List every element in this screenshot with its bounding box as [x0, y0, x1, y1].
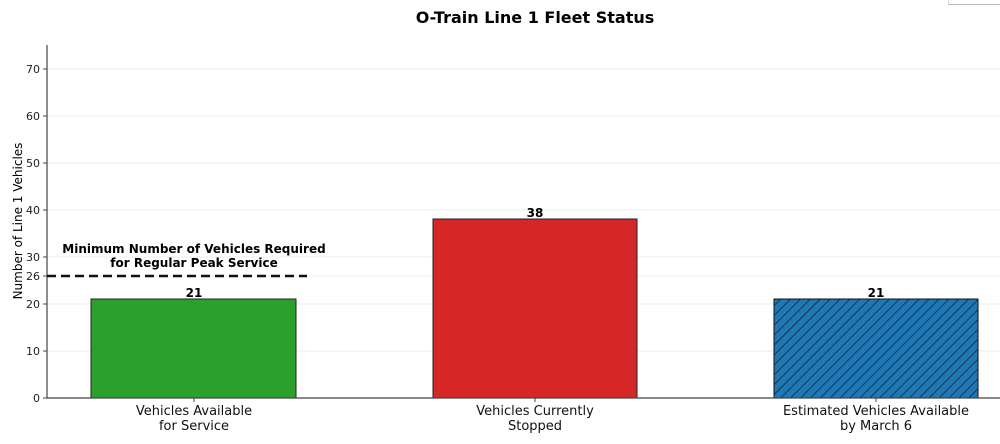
bars: 21 38 21	[90, 206, 979, 399]
x-label-line1: Vehicles Currently	[476, 404, 594, 419]
bar-stopped	[432, 218, 638, 399]
annotation-line2: for Regular Peak Service	[110, 256, 278, 270]
x-label-line2: by March 6	[839, 419, 913, 434]
y-axis: 0 10 20 26 30 40 50 60 70	[26, 45, 48, 405]
x-axis	[47, 397, 1000, 402]
x-label-line1: Estimated Vehicles Available	[782, 404, 970, 419]
y-tick-10: 10	[26, 345, 40, 358]
y-tick-70: 70	[26, 63, 40, 76]
y-tick-20: 20	[26, 298, 40, 311]
y-tick-50: 50	[26, 157, 40, 170]
y-tick-60: 60	[26, 110, 40, 123]
x-label-line2: Stopped	[507, 419, 563, 434]
x-label-estimated: Estimated Vehicles Available by March 6	[746, 404, 1000, 434]
y-tick-40: 40	[26, 204, 40, 217]
x-label-stopped: Vehicles Currently Stopped	[405, 404, 665, 434]
y-tick-26: 26	[26, 270, 40, 283]
bar-estimated	[773, 298, 979, 399]
bar-value-stopped: 38	[527, 206, 544, 220]
chart-title: O-Train Line 1 Fleet Status	[415, 8, 655, 27]
bar-value-available: 21	[186, 286, 203, 300]
bar-available	[90, 298, 297, 399]
x-label-available: Vehicles Available for Service	[64, 404, 324, 434]
x-label-line2: for Service	[158, 419, 230, 434]
minimum-service-annotation: Minimum Number of Vehicles Required for …	[44, 242, 344, 270]
annotation-line1: Minimum Number of Vehicles Required	[62, 242, 326, 256]
corner-artifact	[948, 0, 1000, 5]
bar-value-estimated: 21	[868, 286, 885, 300]
y-tick-0: 0	[33, 392, 40, 405]
x-label-line1: Vehicles Available	[135, 404, 253, 419]
y-tick-30: 30	[26, 251, 40, 264]
